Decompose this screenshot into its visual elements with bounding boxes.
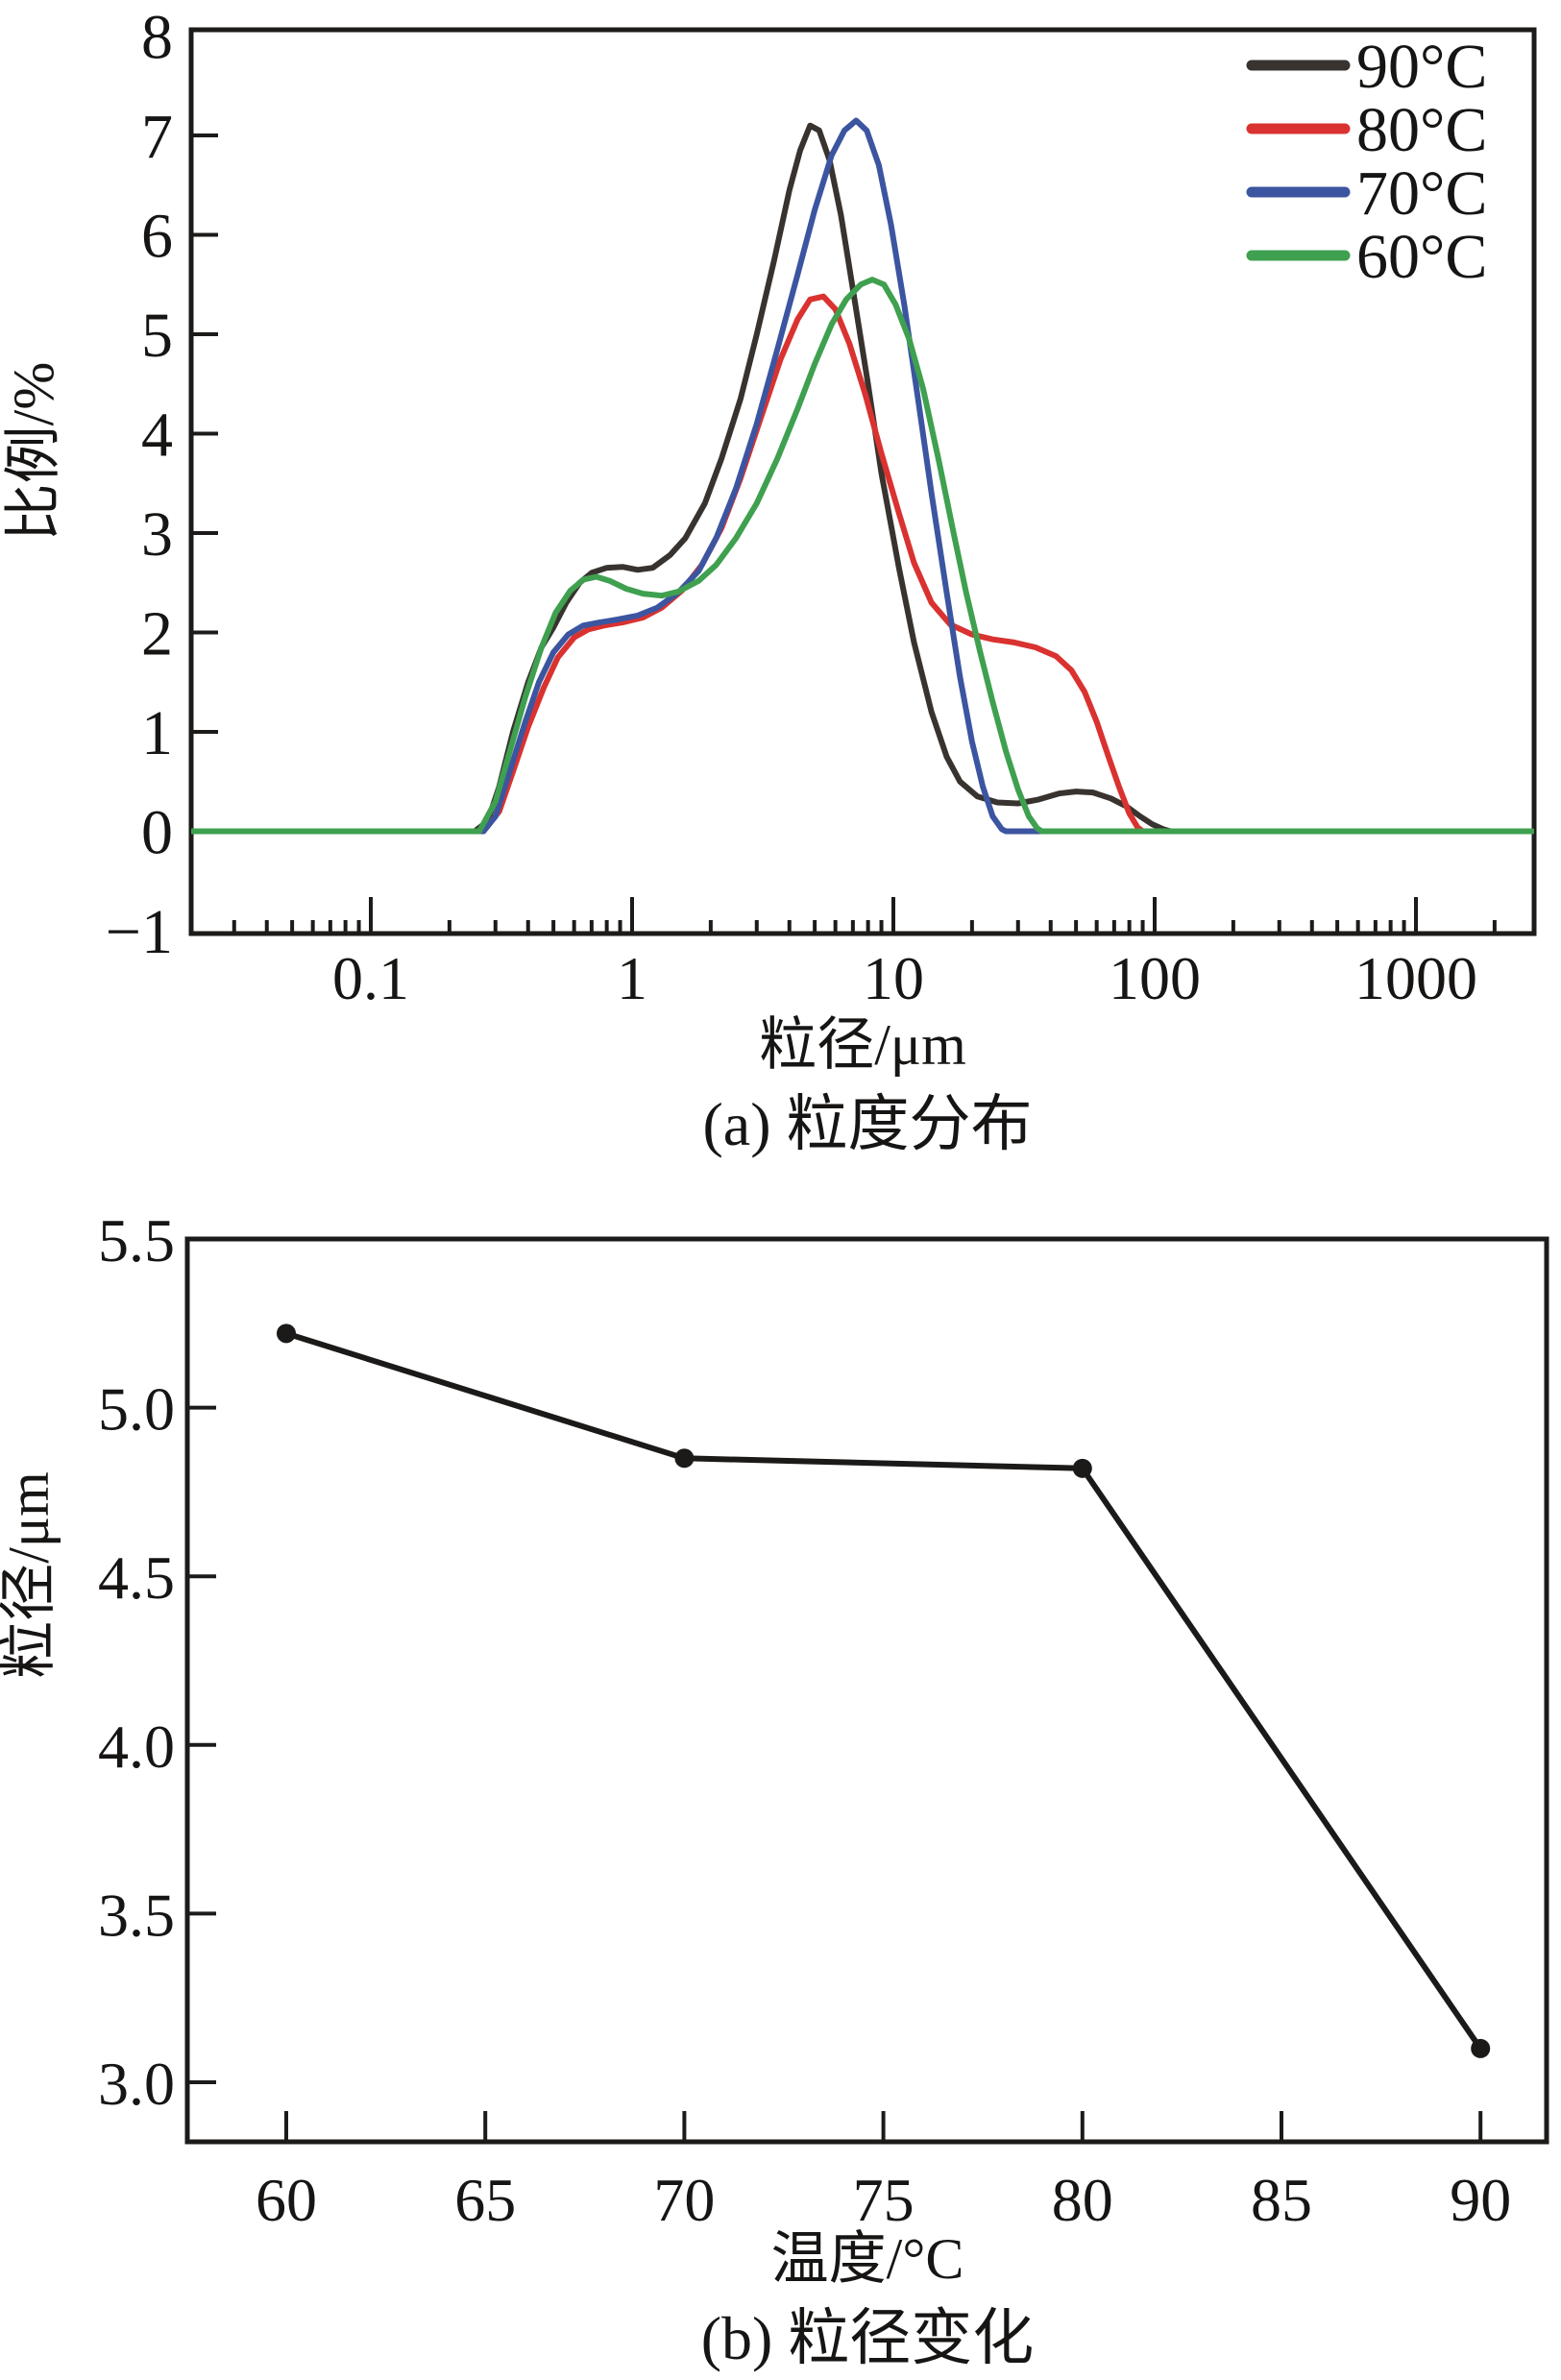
- x-tick-label: 85: [1251, 2166, 1312, 2234]
- y-tick-label: 8: [141, 3, 173, 73]
- legend-label-90°C: 90°C: [1356, 32, 1487, 102]
- y-tick-label: 7: [141, 102, 173, 172]
- x-tick-label: 60: [256, 2166, 317, 2234]
- y-tick-label: 0: [141, 798, 173, 868]
- x-tick-label: 70: [653, 2166, 715, 2234]
- chart-a-legend: 90°C80°C70°C60°C: [1246, 32, 1487, 292]
- x-tick-label: 0.1: [332, 944, 409, 1012]
- chart-size-vs-temperature: 5.5 5.0 4.5 4.0 3.5 3.0 60 65 70 75 80 85 90 粒径/μm 温…: [0, 1206, 1549, 2372]
- y-tick-label: 2: [141, 599, 173, 669]
- y-tick-label: 4.5: [98, 1543, 175, 1612]
- chart-b-x-axis-label: 温度/°C: [771, 2227, 964, 2291]
- y-tick-label: 3.0: [98, 2050, 175, 2118]
- y-tick-label: 4.0: [98, 1712, 175, 1781]
- y-tick-label: 3: [141, 499, 173, 570]
- y-tick-label: 1: [141, 698, 173, 768]
- x-tick-label: 65: [454, 2166, 516, 2234]
- chart-b-plot-area: 5.5 5.0 4.5 4.0 3.5 3.0 60 65 70 75 80 85 90: [98, 1206, 1549, 2234]
- data-point: [277, 1324, 296, 1344]
- chart-a-y-axis-label: 比例/%: [2, 362, 65, 542]
- curve-60°C: [191, 277, 1534, 835]
- x-tick-label: 10: [863, 944, 924, 1012]
- x-tick-label: 100: [1109, 944, 1201, 1012]
- y-tick-label: 4: [141, 401, 173, 471]
- y-tick-label: 5.5: [98, 1206, 175, 1275]
- curve-70°C: [191, 117, 1534, 835]
- y-tick-label: 6: [141, 202, 173, 272]
- legend-label-80°C: 80°C: [1356, 95, 1487, 165]
- chart-b-caption: (b) 粒径变化: [701, 2304, 1035, 2372]
- x-tick-label: 1000: [1354, 944, 1477, 1012]
- curve-90°C: [191, 122, 1534, 835]
- chart-a-x-axis-label: 粒径/μm: [759, 1013, 966, 1077]
- y-tick-label: 3.5: [98, 1881, 175, 1949]
- chart-a-caption: (a) 粒度分布: [702, 1090, 1032, 1158]
- y-tick-label: 5.0: [98, 1375, 175, 1444]
- chart-size-distribution: −1 0 1 2 3 4 5 6 7 8 0.1 1 10 100 1000 90°C80°C70°C60°…: [2, 3, 1537, 1158]
- x-tick-label: 80: [1052, 2166, 1113, 2234]
- legend-label-70°C: 70°C: [1356, 158, 1487, 229]
- legend-label-60°C: 60°C: [1356, 222, 1487, 292]
- chart-a-plot-area: −1 0 1 2 3 4 5 6 7 8 0.1 1 10 100 1000: [106, 3, 1537, 1012]
- data-point: [674, 1448, 695, 1469]
- data-point: [1072, 1458, 1092, 1478]
- y-tick-label: −1: [106, 897, 173, 967]
- curve-80°C: [191, 293, 1534, 835]
- x-tick-label: 1: [617, 944, 647, 1012]
- data-point: [1471, 2038, 1491, 2058]
- chart-a-border: [188, 27, 1537, 936]
- chart-b-y-axis-label: 粒径/μm: [0, 1471, 61, 1679]
- series-line: [285, 1330, 1483, 2051]
- y-tick-label: 5: [141, 301, 173, 371]
- x-tick-label: 75: [853, 2166, 915, 2234]
- chart-b-border: [184, 1236, 1549, 2145]
- x-tick-label: 90: [1450, 2166, 1511, 2234]
